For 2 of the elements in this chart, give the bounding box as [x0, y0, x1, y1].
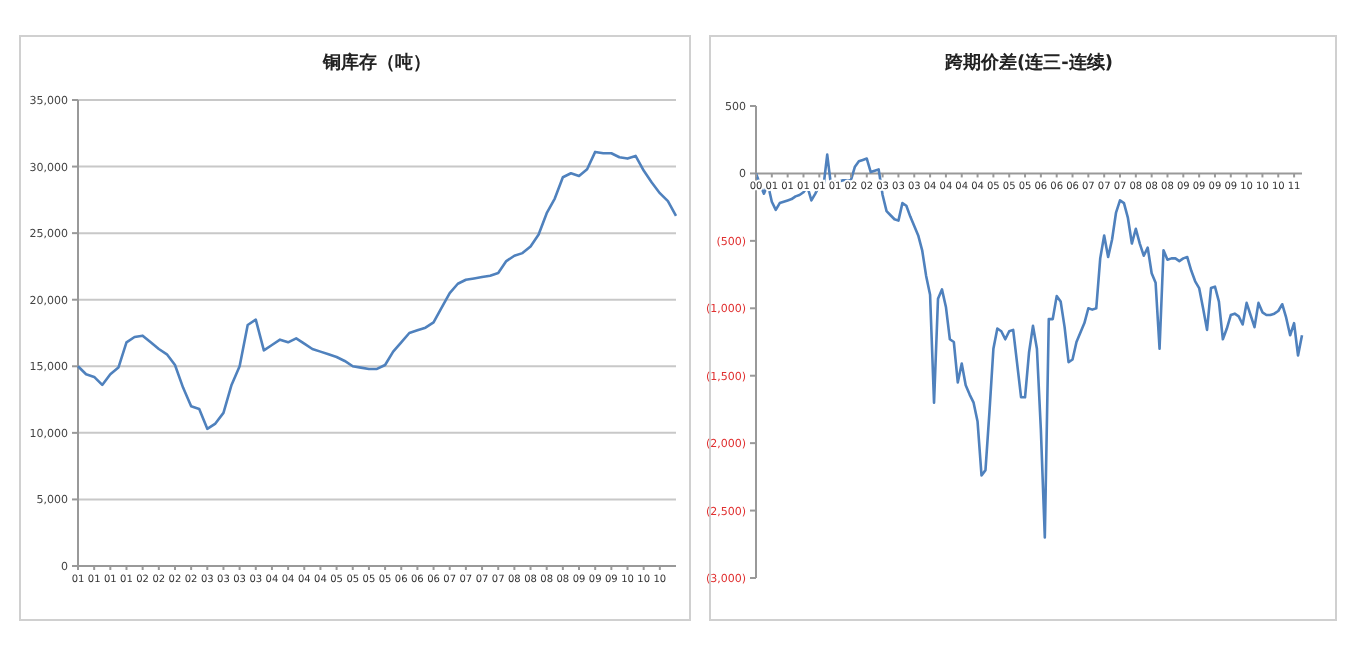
chart-title: 铜库存（吨） [321, 52, 431, 74]
chart-title: 跨期价差(连三-连续) [943, 52, 1113, 74]
